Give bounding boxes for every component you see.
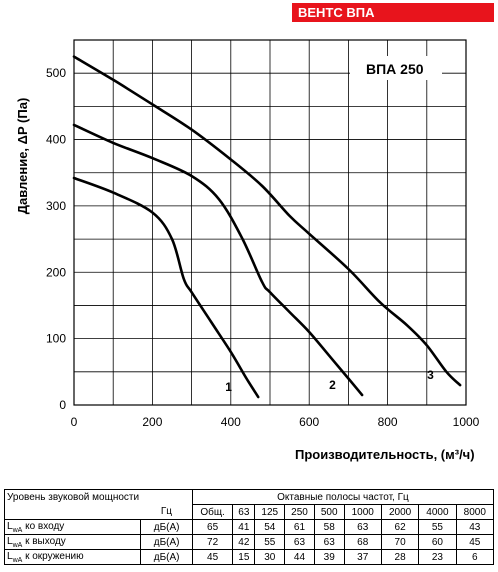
y-tick-label: 0 [59, 398, 66, 412]
table-cell: 37 [343, 549, 382, 565]
table-cell: 61 [284, 519, 315, 535]
table-col-header: 63 [232, 504, 256, 520]
table-cell: 41 [232, 519, 256, 535]
table-cell: 30 [254, 549, 286, 565]
table-cell: 44 [284, 549, 315, 565]
table-cell: 45 [191, 549, 234, 565]
table-header-row-1: Уровень звуковой мощности Октавные полос… [4, 489, 495, 505]
curve-3-label: 3 [427, 368, 434, 382]
x-tick-label: 800 [378, 415, 398, 429]
model-label-bg [350, 56, 442, 80]
table-col-header: 1000 [343, 504, 382, 520]
row-unit: дБ(А) [140, 534, 193, 550]
table-cell: 63 [284, 534, 315, 550]
table-cell: 55 [254, 534, 286, 550]
table-cell: 39 [313, 549, 345, 565]
y-tick-label: 200 [46, 265, 66, 279]
curves [72, 55, 462, 399]
x-tick-label: 200 [142, 415, 162, 429]
curve-2-line [72, 123, 364, 397]
curve-2-label: 2 [329, 378, 336, 392]
table-cell: 55 [418, 519, 457, 535]
x-tick-label: 400 [221, 415, 241, 429]
table-col-header: 2000 [380, 504, 420, 520]
table-unit-header: Гц [140, 504, 193, 520]
curve-1-label: 1 [225, 380, 232, 394]
table-cell: 70 [380, 534, 420, 550]
table-cell: 42 [232, 534, 256, 550]
table-col-header: Общ. [191, 504, 234, 520]
x-axis-label: Производительность, (м³/ч) [295, 447, 475, 462]
curve-1-line [72, 176, 260, 399]
y-axis-label: Давление, ΔP (Па) [15, 98, 30, 215]
table-cell: 62 [380, 519, 420, 535]
model-label: ВПА 250 [366, 61, 424, 77]
grid-lines [74, 40, 466, 405]
row-label: LwA к выходу [3, 534, 142, 550]
x-tick-label: 1000 [453, 415, 480, 429]
table-header-row-2: Гц Общ. 63 125 250 500 1000 2000 4000 8000 [3, 504, 495, 520]
table-row: LwA к окружению дБ(А) 45 15 30 44 39 37 28 23 6 [3, 549, 495, 565]
table-cell: 72 [191, 534, 234, 550]
table-col-header: 500 [313, 504, 345, 520]
curve-3-line [72, 55, 462, 387]
table-cell: 43 [455, 519, 495, 535]
table-cell: 6 [455, 549, 495, 565]
table-cell: 68 [343, 534, 382, 550]
table-col-header: 250 [284, 504, 315, 520]
table-title-cell: Уровень звуковой мощности [4, 489, 193, 505]
row-label: LwA ко входу [3, 519, 142, 535]
table-cell: 63 [313, 534, 345, 550]
table-col-header: 4000 [418, 504, 457, 520]
tick-labels: 0 200 400 600 800 1000 0 100 200 300 400 500 [46, 66, 480, 429]
table-row: LwA к выходу дБ(А) 72 42 55 63 63 68 70 60 45 [3, 534, 495, 550]
x-tick-label: 600 [299, 415, 319, 429]
curve-labels: 1 2 3 [225, 368, 434, 394]
table-cell: 60 [418, 534, 457, 550]
table-cell: 15 [232, 549, 256, 565]
sound-power-table: Уровень звуковой мощности Октавные полос… [3, 489, 495, 565]
table-col-header: 125 [254, 504, 286, 520]
table-cell: 63 [343, 519, 382, 535]
y-tick-label: 400 [46, 133, 66, 147]
table-cell: 23 [418, 549, 457, 565]
table-blank-cell [3, 504, 141, 520]
brand-badge: ВЕНТС ВПА [292, 3, 494, 22]
y-tick-label: 100 [46, 332, 66, 346]
table-cell: 45 [455, 534, 495, 550]
table-cell: 58 [313, 519, 345, 535]
x-tick-label: 0 [71, 415, 78, 429]
fan-performance-chart: 0 200 400 600 800 1000 0 100 200 300 400 500 ВПА 25… [15, 39, 480, 462]
plot-frame [73, 39, 467, 406]
table-cell: 54 [254, 519, 286, 535]
table-cell: 28 [380, 549, 420, 565]
table-col-header: 8000 [455, 504, 495, 520]
row-label: LwA к окружению [3, 549, 142, 565]
table-body: LwA ко входу дБ(А) 65 41 54 61 58 63 62 55 43 LwA к… [3, 519, 495, 565]
y-tick-label: 300 [46, 199, 66, 213]
row-unit: дБ(А) [140, 549, 193, 565]
table-bands-header: Октавные полосы частот, Гц [191, 489, 495, 505]
y-tick-label: 500 [46, 66, 66, 80]
row-unit: дБ(А) [140, 519, 193, 535]
table-cell: 65 [191, 519, 234, 535]
table-row: LwA ко входу дБ(А) 65 41 54 61 58 63 62 55 43 [3, 519, 495, 535]
